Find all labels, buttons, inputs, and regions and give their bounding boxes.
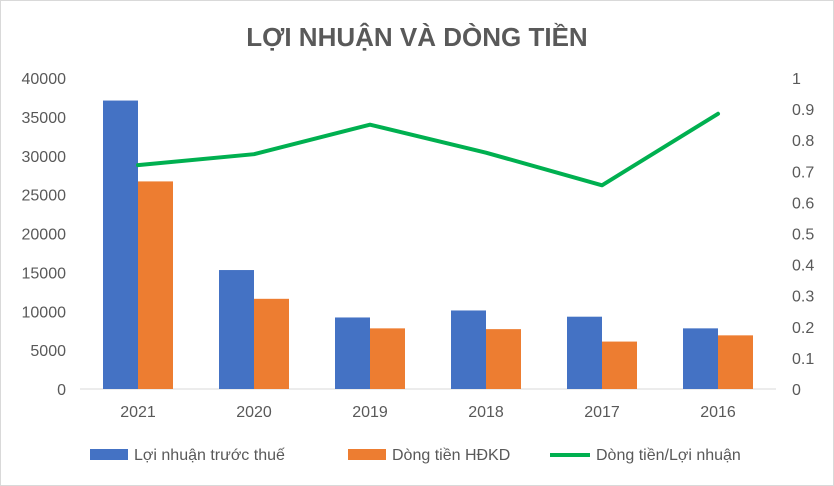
- bar-profit: [683, 328, 718, 389]
- right-axis-tick-label: 1: [792, 71, 801, 88]
- x-axis-tick-label: 2018: [468, 404, 504, 421]
- left-axis-tick-label: 20000: [22, 227, 67, 244]
- left-axis-tick-label: 10000: [22, 304, 67, 321]
- legend-swatch-cashflow: [348, 449, 386, 460]
- right-axis-tick-label: 0.9: [792, 102, 814, 119]
- right-axis-tick-label: 0.4: [792, 258, 814, 275]
- bar-cashflow: [486, 329, 521, 389]
- x-axis-tick-label: 2016: [700, 404, 736, 421]
- left-axis-tick-label: 25000: [22, 188, 67, 205]
- x-axis-tick-label: 2020: [236, 404, 272, 421]
- left-axis-tick-label: 30000: [22, 149, 67, 166]
- right-axis-tick-label: 0.6: [792, 195, 814, 212]
- chart-title: LỢI NHUẬN VÀ DÒNG TIỀN: [246, 22, 587, 52]
- right-axis-tick-label: 0.1: [792, 351, 814, 368]
- bar-profit: [567, 316, 602, 389]
- right-axis-tick-label: 0.2: [792, 320, 814, 337]
- x-axis-tick-label: 2021: [120, 404, 156, 421]
- legend-label-cashflow: Dòng tiền HĐKD: [392, 447, 510, 464]
- legend-label-profit: Lợi nhuận trước thuế: [134, 447, 285, 464]
- left-axis-tick-label: 15000: [22, 265, 67, 282]
- left-axis-tick-label: 40000: [22, 71, 67, 88]
- left-axis-tick-label: 0: [57, 382, 66, 399]
- x-axis-tick-label: 2019: [352, 404, 388, 421]
- bar-cashflow: [718, 335, 753, 389]
- right-axis-tick-label: 0.7: [792, 164, 814, 181]
- bar-cashflow: [370, 328, 405, 389]
- bar-cashflow: [602, 341, 637, 389]
- right-axis: 0 0.1 0.2 0.3 0.4 0.5 0.6 0.7 0.8 0.9 1: [792, 71, 814, 399]
- left-axis-tick-label: 35000: [22, 110, 67, 127]
- bars-layer: [103, 100, 753, 390]
- legend: Lợi nhuận trước thuế Dòng tiền HĐKD Dòng…: [90, 447, 741, 464]
- x-axis-labels: 2021 2020 2019 2018 2017 2016: [120, 404, 736, 421]
- bar-profit: [219, 270, 254, 389]
- right-axis-tick-label: 0.5: [792, 227, 814, 244]
- legend-label-ratio: Dòng tiền/Lợi nhuận: [596, 447, 741, 464]
- bar-profit: [335, 317, 370, 389]
- legend-swatch-profit: [90, 449, 128, 460]
- left-axis-tick-label: 5000: [30, 343, 66, 360]
- bar-cashflow: [254, 298, 289, 389]
- left-axis: 0 5000 10000 15000 20000 25000 30000 35000 40000: [22, 71, 67, 399]
- right-axis-tick-label: 0.8: [792, 133, 814, 150]
- right-axis-tick-label: 0.3: [792, 289, 814, 306]
- bar-profit: [103, 100, 138, 390]
- ratio-line: [136, 111, 720, 188]
- bar-profit: [451, 310, 486, 389]
- bar-cashflow: [138, 181, 173, 389]
- x-axis-tick-label: 2017: [584, 404, 620, 421]
- right-axis-tick-label: 0: [792, 382, 801, 399]
- line-layer: [136, 111, 720, 188]
